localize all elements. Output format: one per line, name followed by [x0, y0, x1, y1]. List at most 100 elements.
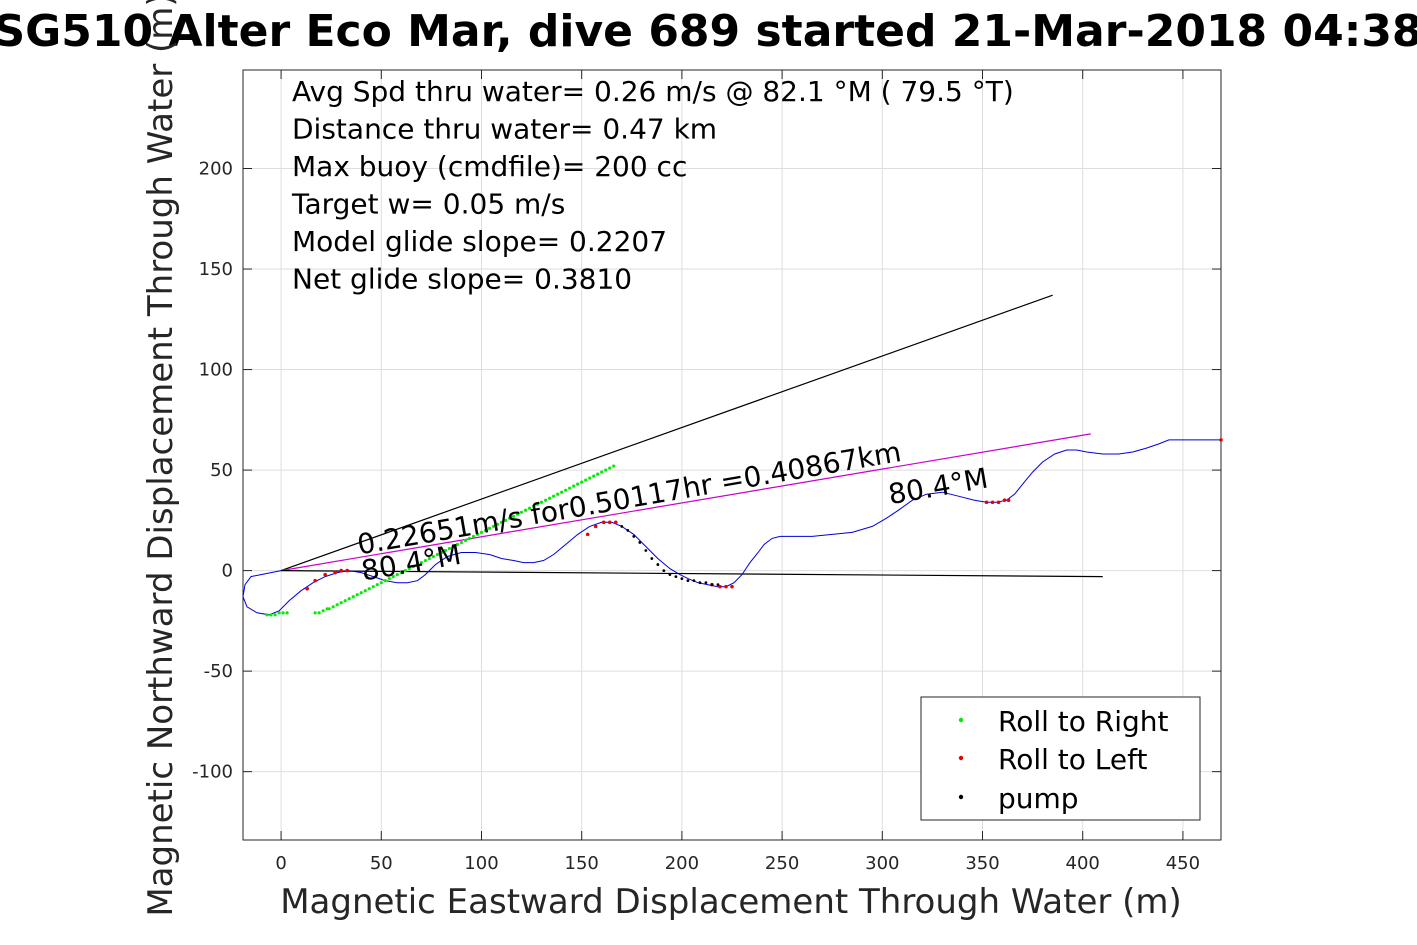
- roll-right-marker: [343, 599, 347, 603]
- track-layer: [242, 439, 1221, 616]
- legend-label-roll-right: Roll to Right: [998, 705, 1169, 738]
- roll-right-marker: [273, 613, 277, 617]
- pump-marker: [662, 569, 666, 573]
- roll-right-marker: [604, 468, 608, 472]
- pump-marker: [638, 541, 642, 544]
- roll-right-marker: [419, 560, 423, 565]
- pump-marker: [626, 528, 630, 532]
- roll-right-marker: [483, 528, 488, 532]
- roll-right-marker: [499, 520, 504, 524]
- roll-right-marker: [507, 516, 512, 520]
- y-tick-label: 100: [199, 360, 233, 381]
- roll-right-marker: [459, 540, 464, 545]
- roll-right-marker: [527, 506, 532, 510]
- roll-right-marker: [265, 613, 269, 617]
- roll-right-marker: [387, 577, 391, 581]
- pump-marker: [686, 579, 690, 583]
- roll-left-marker: [990, 500, 995, 505]
- pump-marker: [704, 581, 708, 585]
- y-axis-label: Magnetic Northward Displacement Through …: [141, 0, 181, 917]
- legend-entry-pump: pump: [958, 782, 1079, 815]
- roll-right-marker: [519, 510, 524, 514]
- pump-marker: [632, 535, 636, 538]
- roll-right-marker: [399, 571, 403, 575]
- roll-right-marker: [463, 538, 468, 543]
- roll-right-marker: [544, 498, 548, 502]
- roll-right-marker: [503, 518, 508, 522]
- pump-marker: [680, 577, 684, 581]
- stats-line: Max buoy (cmdfile)= 200 cc: [292, 150, 687, 183]
- roll-right-marker: [317, 611, 321, 615]
- roll-right-marker: [415, 562, 419, 567]
- roll-left-marker: [345, 568, 350, 573]
- roll-right-marker: [313, 611, 317, 615]
- roll-right-marker: [375, 583, 379, 587]
- pump-marker: [620, 524, 624, 528]
- roll-right-marker: [491, 524, 496, 528]
- pump-marker: [716, 583, 720, 587]
- roll-right-marker: [548, 496, 552, 500]
- roll-right-marker: [331, 605, 335, 609]
- legend-entry-roll-left: Roll to Left: [958, 743, 1147, 776]
- x-tick-label: 400: [1066, 853, 1100, 874]
- track-line: [242, 439, 1221, 616]
- legend-label-pump: pump: [998, 782, 1079, 815]
- roll-right-marker: [435, 552, 439, 557]
- roll-right-marker: [523, 508, 528, 512]
- roll-right-marker: [487, 526, 492, 530]
- roll-right-marker: [335, 603, 339, 607]
- roll-left-marker: [984, 500, 989, 505]
- x-tick-label: 50: [370, 853, 393, 874]
- x-tick-label: 300: [865, 853, 899, 874]
- roll-right-marker: [536, 502, 540, 506]
- roll-right-marker: [321, 609, 325, 613]
- annotation-layer: 0.22651m/s for0.50117hr =0.40867km80.4°M…: [355, 435, 991, 587]
- roll-right-marker: [479, 530, 484, 535]
- roll-right-marker: [531, 504, 536, 508]
- roll-right-marker: [391, 575, 395, 579]
- y-tick-label: -100: [192, 762, 233, 783]
- pump-marker: [710, 583, 714, 587]
- roll-left-marker: [593, 524, 598, 529]
- roll-left-marker: [339, 568, 344, 573]
- roll-right-marker: [269, 613, 273, 617]
- roll-right-marker: [431, 554, 435, 559]
- x-tick-label: 450: [1166, 853, 1200, 874]
- y-tick-label: -50: [204, 661, 233, 682]
- roll-right-marker: [281, 611, 285, 615]
- roll-right-marker: [572, 484, 576, 488]
- roll-right-marker: [447, 546, 452, 551]
- roll-right-marker: [584, 478, 588, 482]
- legend-marker-pump: [958, 794, 964, 800]
- stats-line: Target w= 0.05 m/s: [291, 188, 565, 221]
- roll-right-marker: [568, 486, 572, 490]
- roll-left-marker: [1006, 498, 1011, 503]
- pump-marker: [656, 563, 660, 566]
- roll-right-marker: [411, 564, 415, 569]
- roll-right-marker: [600, 470, 604, 474]
- roll-left-marker: [333, 570, 337, 575]
- roll-right-marker: [495, 522, 500, 526]
- x-tick-label: 350: [965, 853, 999, 874]
- roll-right-marker: [612, 464, 616, 468]
- pump-marker: [674, 575, 678, 579]
- legend-box: [920, 696, 1201, 821]
- x-tick-label: 100: [464, 853, 498, 874]
- roll-right-marker: [427, 556, 431, 561]
- reference-line-upper: [280, 294, 1053, 572]
- roll-right-marker: [455, 542, 460, 547]
- roll-right-marker: [423, 558, 427, 563]
- roll-left-marker: [585, 532, 590, 537]
- roll-right-marker: [580, 480, 584, 484]
- legend-label-roll-left: Roll to Left: [998, 743, 1147, 776]
- roll-right-marker: [395, 573, 399, 577]
- roll-right-marker: [285, 611, 289, 615]
- stats-line: Avg Spd thru water= 0.26 m/s @ 82.1 °M (…: [292, 75, 1014, 108]
- reference-lines: [280, 294, 1103, 578]
- roll-right-marker: [367, 587, 371, 591]
- roll-right-marker: [383, 579, 387, 583]
- x-tick-label: 250: [765, 853, 799, 874]
- roll-right-marker: [588, 476, 592, 480]
- roll-right-marker: [552, 494, 556, 498]
- y-tick-label: 0: [222, 561, 233, 582]
